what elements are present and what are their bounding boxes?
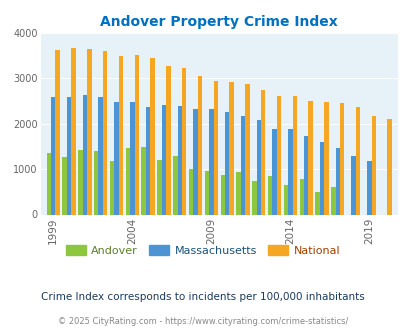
Bar	[339, 103, 343, 214]
Bar	[371, 115, 375, 214]
Bar	[94, 151, 98, 214]
Bar	[150, 58, 154, 214]
Bar	[125, 148, 130, 214]
Bar	[141, 147, 145, 214]
Bar	[87, 50, 91, 214]
Bar	[303, 137, 308, 214]
Bar	[308, 101, 312, 214]
Bar	[161, 105, 166, 214]
Bar	[260, 90, 265, 214]
Bar	[319, 142, 324, 214]
Bar	[351, 156, 355, 214]
Bar	[67, 97, 71, 214]
Bar	[102, 51, 107, 214]
Bar	[51, 97, 55, 214]
Bar	[236, 172, 240, 215]
Bar	[299, 179, 303, 214]
Bar	[130, 102, 134, 214]
Bar	[188, 169, 193, 214]
Bar	[55, 50, 60, 214]
Bar	[110, 160, 114, 214]
Bar	[224, 112, 229, 214]
Bar	[315, 192, 319, 214]
Bar	[98, 97, 102, 214]
Bar	[157, 160, 161, 214]
Bar	[330, 187, 335, 214]
Bar	[166, 66, 170, 214]
Bar	[366, 160, 371, 214]
Bar	[71, 49, 75, 214]
Bar	[229, 82, 233, 214]
Bar	[256, 120, 260, 214]
Text: © 2025 CityRating.com - https://www.cityrating.com/crime-statistics/: © 2025 CityRating.com - https://www.city…	[58, 317, 347, 326]
Bar	[267, 177, 272, 214]
Bar	[209, 109, 213, 214]
Bar	[283, 185, 288, 214]
Bar	[145, 107, 150, 214]
Bar	[276, 96, 281, 214]
Bar	[134, 55, 139, 214]
Bar	[245, 84, 249, 214]
Bar	[213, 81, 217, 214]
Bar	[193, 109, 197, 214]
Bar	[292, 96, 296, 214]
Bar	[220, 176, 224, 214]
Bar	[118, 56, 123, 214]
Bar	[288, 129, 292, 214]
Text: Crime Index corresponds to incidents per 100,000 inhabitants: Crime Index corresponds to incidents per…	[41, 292, 364, 302]
Bar	[78, 150, 83, 214]
Bar	[83, 95, 87, 214]
Bar	[252, 181, 256, 214]
Bar	[47, 153, 51, 214]
Bar	[197, 76, 202, 214]
Bar	[62, 157, 67, 214]
Bar	[173, 156, 177, 214]
Legend: Andover, Massachusetts, National: Andover, Massachusetts, National	[61, 241, 344, 260]
Title: Andover Property Crime Index: Andover Property Crime Index	[100, 15, 337, 29]
Bar	[386, 119, 391, 214]
Bar	[355, 107, 359, 214]
Bar	[181, 68, 186, 214]
Bar	[204, 171, 209, 214]
Bar	[335, 148, 339, 214]
Bar	[177, 106, 181, 214]
Bar	[240, 116, 245, 214]
Bar	[114, 102, 118, 214]
Bar	[324, 102, 328, 214]
Bar	[272, 129, 276, 214]
